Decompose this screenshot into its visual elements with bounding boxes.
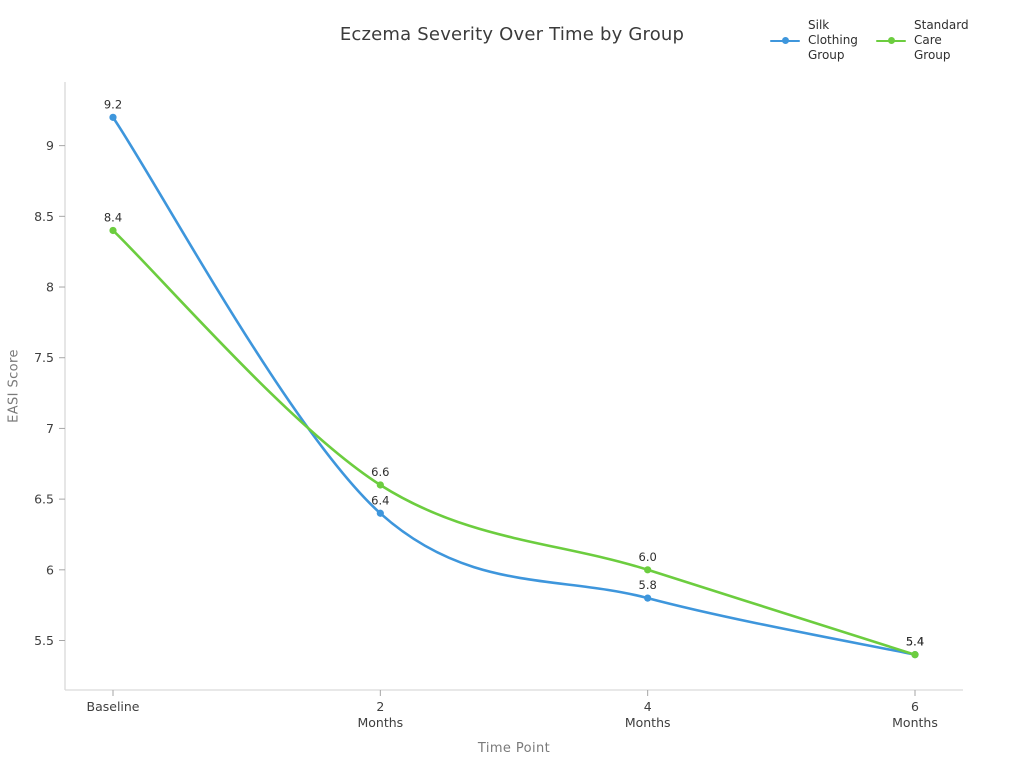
y-tick-label: 8.5 (34, 209, 54, 224)
y-tick-label: 6 (46, 562, 54, 577)
series-line-silk-clothing-group (111, 116, 917, 656)
data-label-silk-clothing-group: 5.4 (906, 635, 924, 649)
axes (64, 82, 963, 691)
data-point-silk-clothing-group (109, 113, 117, 121)
series-line-standard-care-group (111, 229, 917, 656)
data-point-standard-care-group (109, 226, 117, 235)
legend-line-marker-icon (770, 36, 800, 46)
data-label-silk-clothing-group: 5.8 (639, 578, 657, 592)
data-label-standard-care-group: 8.4 (104, 210, 122, 224)
data-label-standard-care-group: 6.6 (371, 465, 389, 479)
y-tick-label: 8 (46, 280, 54, 295)
x-axis-title: Time Point (477, 741, 551, 756)
x-tick-label: Baseline (87, 699, 140, 714)
y-tick-label: 9 (46, 138, 54, 153)
y-tick-label: 7 (46, 421, 54, 436)
series-silk-clothing-group: 9.2 6.4 5.8 5.4 (104, 97, 924, 659)
data-point-standard-care-group (644, 566, 652, 574)
data-label-silk-clothing-group: 6.4 (371, 493, 389, 507)
legend-label-standard-care-group: Standard Care Group (914, 18, 969, 62)
data-point-silk-clothing-group (644, 594, 652, 602)
data-point-silk-clothing-group (376, 509, 384, 517)
data-point-standard-care-group (911, 651, 919, 659)
series-standard-care-group: 8.4 6.6 6.0 5.4 (104, 210, 924, 659)
legend-line-marker-icon (876, 36, 906, 46)
y-tick-label: 6.5 (34, 492, 54, 507)
legend-label-silk-clothing-group: Silk Clothing Group (808, 18, 858, 62)
data-point-standard-care-group (376, 481, 384, 489)
x-axis-ticks: Baseline 2 Months 4 Months 6 Months (87, 690, 938, 730)
legend-item-standard-care-group[interactable]: Standard Care Group (876, 18, 972, 63)
y-tick-label: 7.5 (34, 350, 54, 365)
y-axis-ticks: 5.5 6 6.5 7 7.5 8 8.5 9 (34, 138, 65, 648)
y-axis-title: EASI Score (6, 349, 22, 423)
chart-title: Eczema Severity Over Time by Group (339, 24, 685, 45)
y-tick-label: 5.5 (34, 633, 54, 648)
x-tick-label: 2 Months (357, 699, 403, 730)
x-tick-label: 6 Months (892, 699, 938, 730)
data-label-standard-care-group: 6.0 (639, 550, 657, 564)
data-label-standard-care-group: 5.4 (906, 635, 924, 649)
data-label-silk-clothing-group: 9.2 (104, 97, 122, 111)
legend-item-silk-clothing-group[interactable]: Silk Clothing Group (770, 18, 866, 63)
legend: Silk Clothing Group Standard Care Group (770, 18, 972, 63)
x-tick-label: 4 Months (625, 699, 671, 730)
